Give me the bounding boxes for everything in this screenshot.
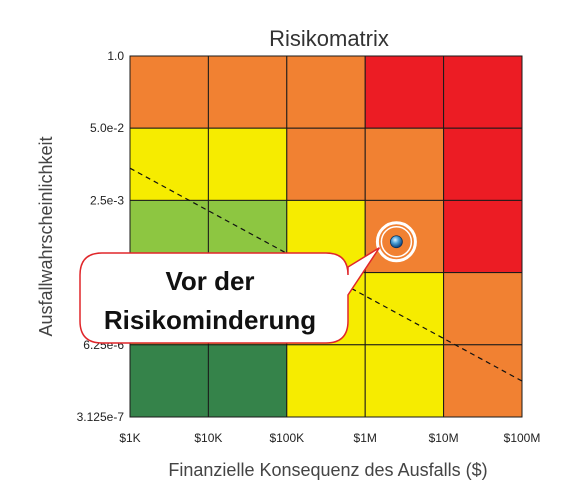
- matrix-cell-r1-c2: [286, 127, 366, 201]
- matrix-cell-r2-c4: [443, 199, 523, 274]
- matrix-cell-r4-c1: [207, 344, 288, 418]
- risk-threshold-line: [129, 167, 523, 382]
- callout-shape: [79, 247, 381, 344]
- risk-point-halo-inner: [380, 225, 413, 258]
- matrix-cell-r0-c2: [286, 55, 366, 129]
- y-tick-labels: 1.05.0e-22.5e-31.25e-46.25e-63.125e-7: [77, 49, 125, 424]
- x-tick-label: $10K: [194, 431, 222, 445]
- matrix-cell-r4-c0: [129, 344, 209, 418]
- matrix-cell-r1-c1: [207, 127, 288, 201]
- matrix-cell-r0-c4: [443, 55, 523, 129]
- risk-point-dot: [389, 235, 403, 249]
- x-tick-label: $1K: [119, 431, 140, 445]
- matrix-cell-r0-c0: [129, 55, 209, 129]
- matrix-cell-r3-c3: [364, 272, 445, 346]
- x-tick-labels: $1K $10K $100K $1M $10M $100M: [119, 431, 540, 445]
- callout-line-1: Vor der: [165, 266, 254, 296]
- y-tick-label: 3.125e-7: [77, 410, 125, 424]
- chart-title: Risikomatrix: [269, 26, 389, 51]
- x-tick-label: $1M: [354, 431, 377, 445]
- matrix-cell-r1-c0: [129, 127, 209, 201]
- matrix-cell-r4-c3: [364, 344, 445, 418]
- y-axis-label: Ausfallwahrscheinlichkeit: [36, 136, 56, 336]
- x-tick-label: $100M: [504, 431, 541, 445]
- matrix-cell-r1-c3: [364, 127, 445, 201]
- matrix-cell-r1-c4: [443, 127, 523, 201]
- y-tick-label: 2.5e-3: [90, 193, 124, 207]
- matrix-cells: [129, 55, 523, 418]
- callout-line-2: Risikominderung: [104, 305, 316, 335]
- matrix-cell-r0-c3: [364, 55, 445, 129]
- matrix-cell-r4-c4: [443, 344, 523, 418]
- x-axis-label: Finanzielle Konsequenz des Ausfalls ($): [168, 460, 487, 480]
- matrix-cell-r3-c4: [443, 272, 523, 346]
- matrix-cell-r0-c1: [207, 55, 288, 129]
- matrix-cell-r4-c2: [286, 344, 366, 418]
- x-tick-label: $10M: [429, 431, 459, 445]
- y-tick-label: 1.0: [107, 49, 124, 63]
- risk-point-halo: [375, 221, 417, 263]
- x-tick-label: $100K: [269, 431, 304, 445]
- callout-bubble: Vor der Risikominderung: [79, 247, 381, 344]
- y-tick-label: 5.0e-2: [90, 121, 124, 135]
- risk-point-marker: [375, 221, 417, 263]
